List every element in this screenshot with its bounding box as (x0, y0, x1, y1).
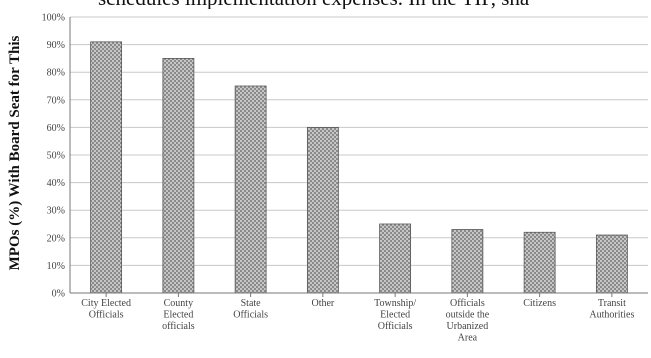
y-tick-label: 90% (47, 40, 65, 51)
y-tick-label: 60% (47, 123, 65, 134)
bar-1 (90, 41, 123, 294)
y-tick-label: 0% (52, 289, 65, 300)
x-tick-label: Citizens (523, 298, 556, 309)
x-tick-label: Transit Authorities (589, 298, 634, 321)
bars (90, 41, 628, 294)
y-tick-label: 50% (47, 151, 65, 162)
x-tick-label: County Elected officials (162, 298, 195, 332)
y-tick-label: 100% (42, 13, 65, 24)
y-axis-label: MPOs (%) With Board Seat for This (7, 35, 23, 270)
y-tick-label: 20% (47, 233, 65, 244)
x-tick-label: Other (311, 298, 334, 309)
axes (69, 17, 648, 297)
y-tick-label: 30% (47, 206, 65, 217)
bar-8 (595, 234, 628, 294)
page-heading-fragment: schedules implementation expenses. In th… (98, 0, 651, 9)
bar-5 (379, 223, 412, 294)
x-tick-labels: City Elected Officials County Elected offici… (81, 298, 634, 344)
bar-2 (162, 58, 195, 294)
y-tick-label: 80% (47, 68, 65, 79)
bar-3 (234, 85, 267, 294)
bar-4 (306, 127, 339, 294)
x-tick-label: Township/Elected Officials (374, 298, 416, 332)
y-tick-label: 40% (47, 178, 65, 189)
bar-6 (451, 229, 484, 294)
y-tick-labels: 0% 10% 20% 30% 40% 50% 60% 70% 80% 90% 100% (42, 13, 65, 300)
gridlines (70, 16, 648, 266)
x-tick-label: City Elected Officials (81, 298, 131, 321)
x-tick-label: State Officials (233, 298, 268, 321)
x-tick-label: Officials outside the Urbanized Area (446, 298, 490, 344)
bar-7 (523, 231, 556, 294)
y-tick-label: 10% (47, 261, 65, 272)
y-tick-label: 70% (47, 95, 65, 106)
